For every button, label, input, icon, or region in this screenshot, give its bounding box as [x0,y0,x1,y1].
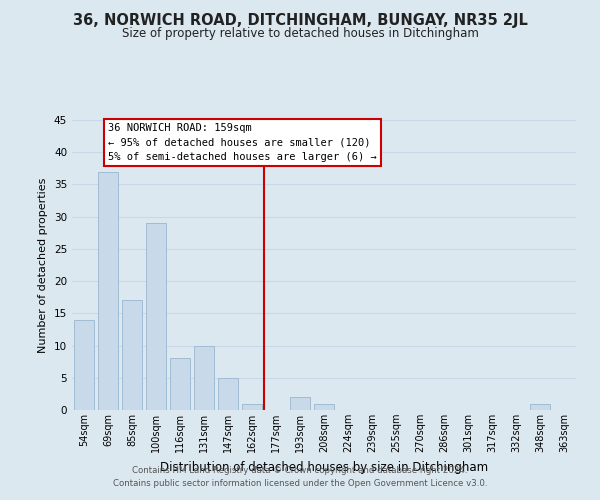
Text: Size of property relative to detached houses in Ditchingham: Size of property relative to detached ho… [122,28,478,40]
Bar [98,172,118,410]
Bar [530,404,550,410]
Text: 36, NORWICH ROAD, DITCHINGHAM, BUNGAY, NR35 2JL: 36, NORWICH ROAD, DITCHINGHAM, BUNGAY, N… [73,12,527,28]
Bar [314,404,334,410]
Y-axis label: Number of detached properties: Number of detached properties [38,178,49,352]
Bar [194,346,214,410]
Bar [218,378,238,410]
Bar [242,404,262,410]
Text: 36 NORWICH ROAD: 159sqm
← 95% of detached houses are smaller (120)
5% of semi-de: 36 NORWICH ROAD: 159sqm ← 95% of detache… [108,123,377,162]
X-axis label: Distribution of detached houses by size in Ditchingham: Distribution of detached houses by size … [160,460,488,473]
Bar [122,300,142,410]
Bar [290,397,310,410]
Bar [146,223,166,410]
Bar [74,320,94,410]
Text: Contains HM Land Registry data © Crown copyright and database right 2024.
Contai: Contains HM Land Registry data © Crown c… [113,466,487,487]
Bar [170,358,190,410]
